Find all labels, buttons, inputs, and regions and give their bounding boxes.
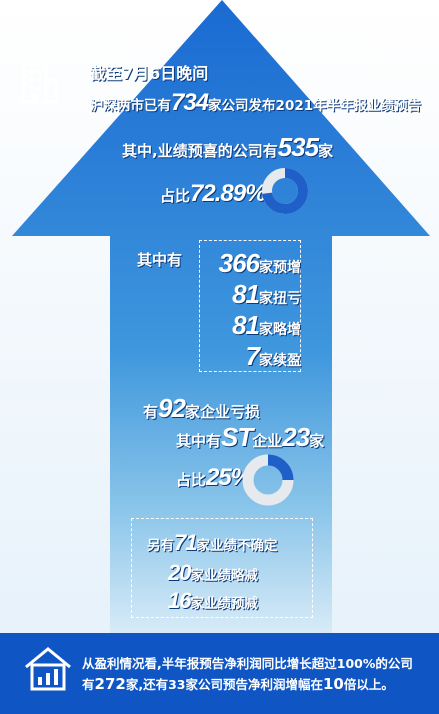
positive-donut xyxy=(262,168,308,214)
uncertain-item: 16家业绩预减 xyxy=(168,588,258,613)
loss-donut-fill xyxy=(242,454,294,506)
uncertain-item: 另有71家业绩不确定 xyxy=(147,530,278,555)
loss-st-line: 其中有ST企业23家 xyxy=(176,422,325,452)
house-chart-icon xyxy=(22,645,74,696)
breakdown-item: 7家续盈 xyxy=(245,341,301,371)
uncertain-item: 20家业绩略减 xyxy=(168,560,258,585)
positive-line: 其中,业绩预喜的公司有535家 xyxy=(122,132,334,162)
positive-ratio: 占比72.89% xyxy=(160,180,266,207)
arrow-shape xyxy=(12,0,430,640)
breakdown-item: 81家略增 xyxy=(232,310,301,340)
breakdown-item: 81家扭亏 xyxy=(232,279,301,309)
building-icon xyxy=(16,60,62,109)
header-line1: 截至7月6日晚间 xyxy=(90,64,209,83)
loss-donut xyxy=(242,454,294,506)
breakdown-label: 其中有 xyxy=(137,251,183,269)
footer-band xyxy=(0,633,439,714)
breakdown-box xyxy=(199,240,301,372)
breakdown-item: 366家预增 xyxy=(218,248,301,278)
footer-line1: 从盈利情况看,半年报预告净利润同比增长超过100%的公司 xyxy=(82,656,413,671)
uncertain-box xyxy=(131,518,313,618)
loss-line: 有92家企业亏损 xyxy=(143,393,260,423)
footer-line2: 有272家,还有33家公司预告净利润增幅在10倍以上。 xyxy=(82,675,394,693)
header-line2: 沪深两市已有734家公司发布2021年半年报业绩预告 xyxy=(90,89,422,116)
positive-donut-fill xyxy=(262,168,308,214)
